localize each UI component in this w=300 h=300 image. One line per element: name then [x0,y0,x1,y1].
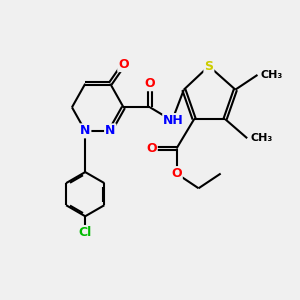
Text: Cl: Cl [79,226,92,239]
Text: NH: NH [163,114,184,127]
Text: O: O [146,142,157,155]
Text: S: S [204,60,213,73]
Text: CH₃: CH₃ [260,70,283,80]
Text: O: O [145,77,155,90]
Text: O: O [171,167,182,180]
Text: N: N [105,124,116,137]
Text: N: N [80,124,90,137]
Text: O: O [118,58,129,71]
Text: CH₃: CH₃ [250,133,272,143]
